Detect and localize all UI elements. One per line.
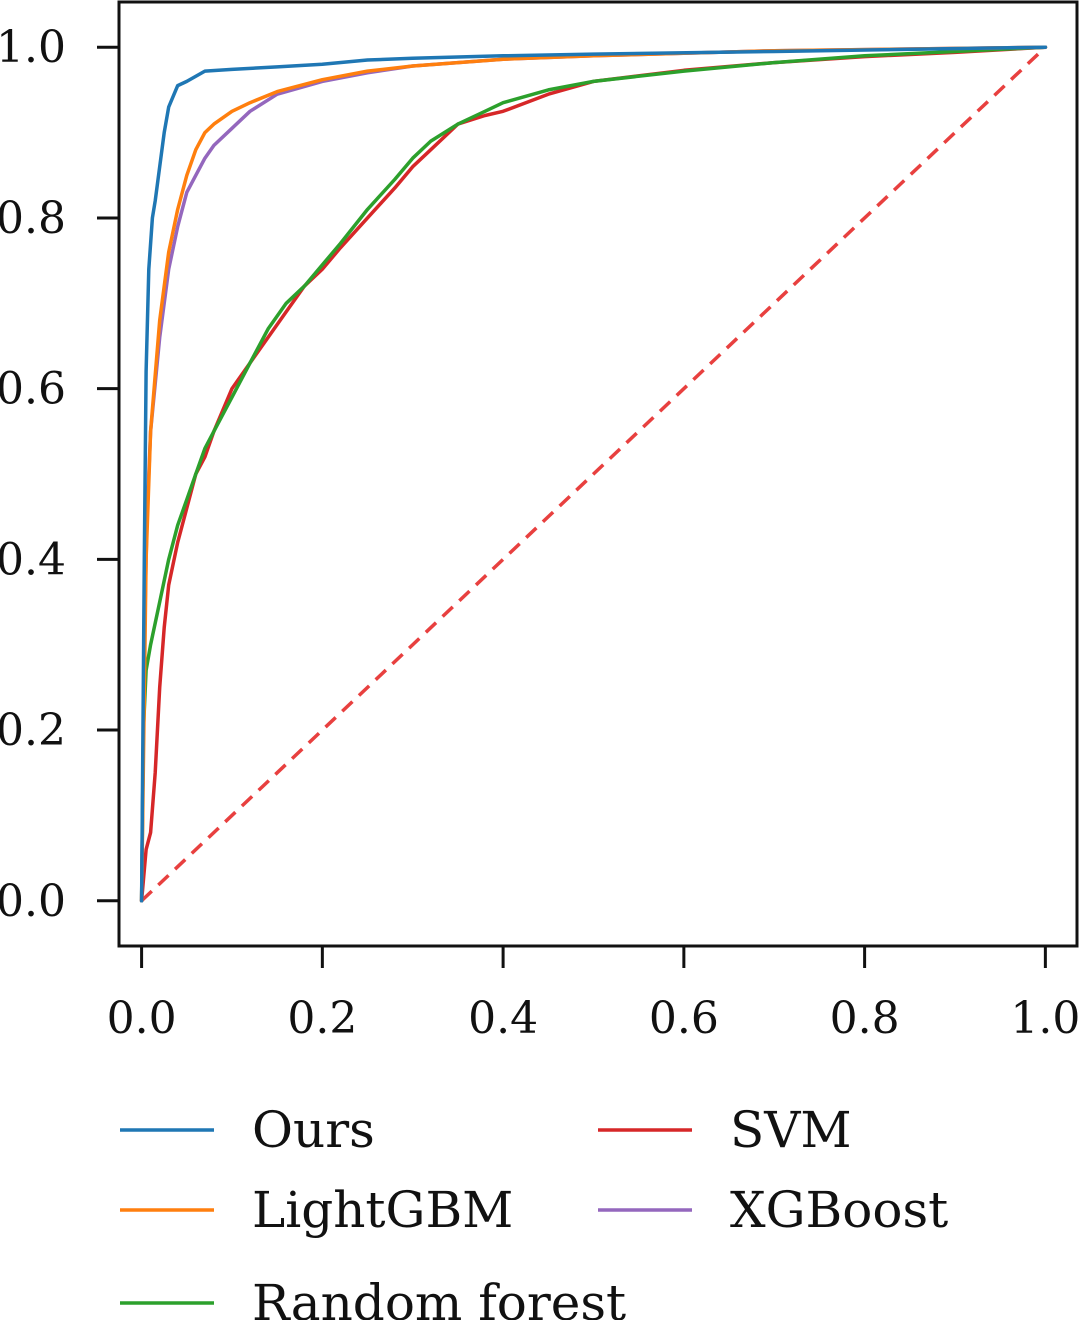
legend-label: XGBoost: [730, 1181, 948, 1239]
plot-frame: [117, 0, 1079, 948]
legend-label: Random forest: [252, 1274, 626, 1320]
y-tick-label: 0.2: [0, 705, 66, 756]
y-tick-label: 0.8: [0, 193, 66, 244]
series-line-lightgbm: [139, 45, 1048, 903]
series-line-ours: [139, 45, 1048, 903]
legend-item-xgboost: XGBoost: [598, 1181, 948, 1239]
x-tick-label: 0.6: [649, 993, 719, 1044]
legend-label: Ours: [252, 1101, 375, 1159]
y-tick-label: 0.4: [0, 534, 66, 585]
legend-item-random-forest: Random forest: [120, 1274, 626, 1325]
series-line-random-forest: [139, 45, 1048, 903]
legend-item-lightgbm: LightGBM: [120, 1181, 513, 1239]
x-tick-label: 0.2: [287, 993, 357, 1044]
legend-item-ours: Ours: [120, 1101, 375, 1159]
legend-label: SVM: [730, 1101, 852, 1159]
x-tick-label: 1.0: [1010, 993, 1080, 1044]
x-tick-label: 0.0: [107, 993, 177, 1044]
x-tick-label: 0.4: [468, 993, 538, 1044]
x-tick-label: 0.8: [830, 993, 900, 1044]
chance-reference-line: [140, 45, 1047, 903]
legend-label: LightGBM: [252, 1181, 513, 1239]
legend-item-svm: SVM: [598, 1101, 852, 1159]
y-tick-label: 1.0: [0, 22, 66, 73]
y-tick-label: 0.6: [0, 364, 66, 415]
y-tick-label: 0.0: [0, 876, 66, 927]
